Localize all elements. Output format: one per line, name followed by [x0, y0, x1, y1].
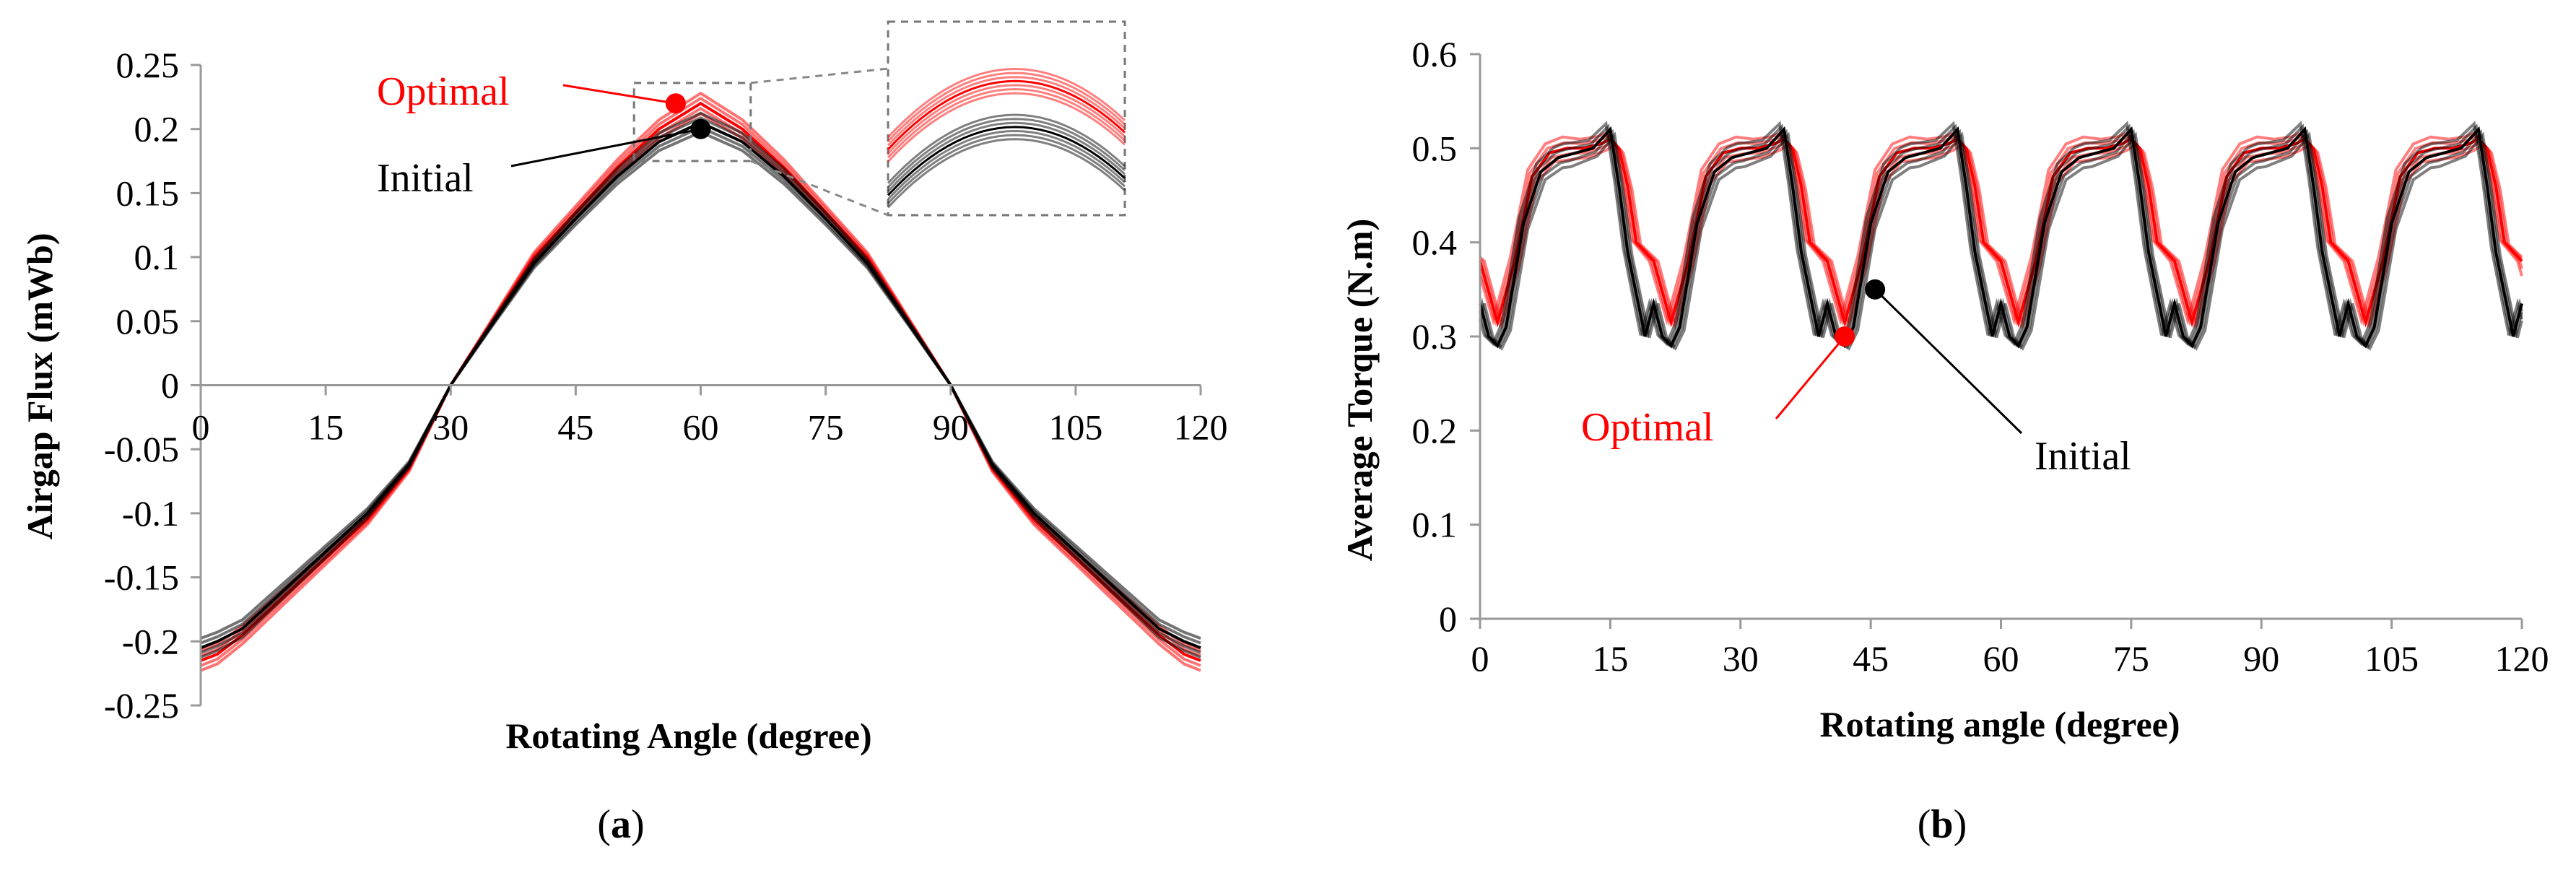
torque-y-tick-label: 0.3	[1412, 316, 1458, 357]
flux-y-tick-label: 0.25	[116, 45, 180, 85]
flux-x-tick-label: 15	[308, 407, 344, 448]
flux-axes: 0.25 0.2 0.15 0.1 0.05 0 -0.05 -0.1 -0.15 -0.2 -0.…	[104, 45, 1228, 726]
inset-initial-arc	[887, 118, 1126, 188]
torque-x-axis-label: Rotating angle (degree)	[1820, 704, 2180, 744]
flux-y-tick-label: 0.15	[116, 173, 180, 213]
inset-optimal-arc	[887, 79, 1126, 150]
optimal-label: Optimal	[1581, 405, 1714, 450]
torque-series-optimal-line	[1479, 131, 2523, 326]
torque-series-initial-line	[1479, 126, 2523, 349]
torque-y-axis-label: Average Torque (N.m)	[1339, 219, 1380, 562]
inset-optimal-arc	[887, 71, 1126, 142]
torque-series-initial-line	[1479, 123, 2523, 347]
torque-y-tick-label: 0.6	[1412, 34, 1458, 74]
torque-series-initial-line	[1479, 121, 2523, 347]
flux-x-tick-label: 75	[808, 407, 844, 448]
flux-x-tick-label: 105	[1048, 407, 1102, 448]
flux-y-tick-label: -0.15	[104, 557, 179, 598]
torque-y-tick-label: 0.4	[1412, 222, 1458, 263]
zoom-connector-bottom	[750, 160, 889, 217]
flux-y-tick-label: 0.05	[116, 301, 180, 342]
inset-optimal-arc	[887, 87, 1126, 159]
inset-initial-arc	[887, 113, 1126, 184]
flux-x-tick-label: 90	[933, 407, 969, 448]
inset-initial-arc	[887, 138, 1126, 209]
torque-x-tick-label: 0	[1471, 638, 1489, 679]
torque-x-tick-label: 45	[1853, 638, 1889, 679]
optimal-leader-line	[1775, 336, 1846, 420]
panel-b-caption-letter: b	[1931, 802, 1953, 847]
inset-optimal-arc	[887, 76, 1126, 147]
torque-y-tick-label: 0.5	[1412, 128, 1458, 168]
inset-initial-arc	[887, 129, 1126, 201]
torque-x-tick-label: 60	[1983, 638, 2019, 679]
flux-y-tick-label: -0.1	[122, 493, 179, 534]
torque-x-tick-label: 15	[1592, 638, 1628, 679]
optimal-label: Optimal	[377, 69, 510, 114]
initial-label: Initial	[2035, 434, 2131, 479]
torque-traces	[1479, 121, 2523, 351]
panel-b-caption: (b)	[1918, 802, 1967, 847]
torque-series-optimal-line	[1479, 134, 2523, 327]
inset-initial-arc	[887, 126, 1126, 196]
inset-optimal-arc	[887, 84, 1126, 155]
torque-x-tick-label: 105	[2364, 638, 2419, 679]
inset-optimal-arc	[887, 92, 1126, 162]
torque-y-tick-label: 0.1	[1412, 505, 1458, 545]
inset-optimal-arc	[887, 67, 1126, 139]
flux-y-tick-label: -0.2	[122, 621, 179, 661]
initial-leader-line	[510, 128, 701, 168]
torque-annotations: Optimal Initial	[1581, 279, 2131, 479]
torque-x-tick-label: 120	[2495, 638, 2549, 679]
torque-y-tick-label: 0	[1439, 599, 1457, 639]
torque-y-tick-label: 0.2	[1412, 410, 1458, 451]
inset-initial-arc	[887, 121, 1126, 192]
flux-x-tick-label: 0	[192, 407, 210, 448]
flux-y-tick-label: -0.05	[104, 429, 179, 469]
torque-x-tick-label: 30	[1723, 638, 1759, 679]
chart-panel-a: 0.25 0.2 0.15 0.1 0.05 0 -0.05 -0.1 -0.15 -0.2 -0.…	[19, 20, 1228, 847]
flux-series-optimal-line	[200, 96, 1201, 667]
flux-zoom-inset	[632, 20, 1126, 217]
zoom-connector-top	[750, 67, 889, 84]
flux-y-tick-label: 0.2	[134, 109, 180, 149]
flux-x-tick-label: 30	[432, 407, 469, 448]
flux-series-optimal-line	[200, 91, 1201, 672]
flux-y-axis-label: Airgap Flux (mWb)	[19, 233, 60, 540]
torque-series-optimal-line	[1479, 136, 2523, 328]
torque-x-tick-label: 75	[2113, 638, 2149, 679]
torque-series-optimal-line	[1479, 139, 2523, 329]
flux-x-tick-label: 45	[557, 407, 593, 448]
chart-panel-b: 0.6 0.5 0.4 0.3 0.2 0.1 00 15 30 45 60 75 90 105 120 O…	[1339, 34, 2549, 847]
flux-series-initial-line	[200, 111, 1201, 659]
flux-x-tick-label: 120	[1174, 407, 1228, 448]
panel-a-caption: (a)	[597, 802, 644, 847]
flux-y-tick-label: 0.1	[134, 237, 180, 277]
initial-label: Initial	[377, 156, 474, 201]
panel-a-caption-letter: a	[611, 802, 631, 847]
flux-x-axis-label: Rotating Angle (degree)	[505, 716, 871, 756]
initial-leader-line	[1874, 288, 2023, 435]
flux-x-tick-label: 60	[683, 407, 719, 448]
flux-y-tick-label: -0.25	[104, 685, 179, 726]
inset-initial-arc	[887, 134, 1126, 204]
flux-y-tick-label: 0	[161, 365, 179, 406]
zoom-region-box	[632, 82, 752, 162]
flux-series-initial-line	[200, 116, 1201, 654]
torque-axes: 0.6 0.5 0.4 0.3 0.2 0.1 00 15 30 45 60 75 90 105 120	[1412, 34, 2549, 679]
flux-annotations: Optimal Initial	[377, 69, 711, 201]
optimal-leader-line	[562, 84, 676, 105]
torque-x-tick-label: 90	[2243, 638, 2279, 679]
